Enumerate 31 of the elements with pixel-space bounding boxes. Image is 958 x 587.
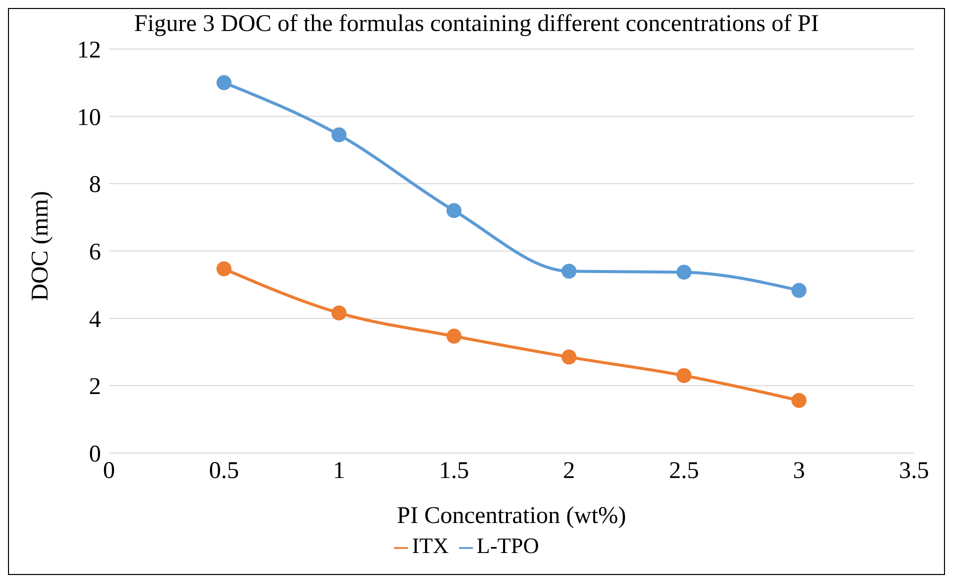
y-tick-label: 12 bbox=[77, 38, 101, 64]
point bbox=[446, 203, 462, 218]
point bbox=[446, 328, 462, 344]
y-tick-label: 8 bbox=[89, 172, 101, 198]
point bbox=[792, 282, 806, 298]
y-tick-label: 10 bbox=[77, 104, 101, 131]
legend-label: ITX bbox=[412, 533, 449, 558]
point bbox=[676, 368, 692, 384]
point bbox=[676, 264, 692, 280]
point bbox=[216, 261, 232, 276]
y-axis-title: DOC (mm) bbox=[28, 191, 54, 301]
x-tick-label: 2.5 bbox=[669, 458, 699, 484]
x-tick-label: 1.5 bbox=[439, 458, 469, 484]
x-tick-label: 3 bbox=[793, 458, 805, 484]
point bbox=[332, 127, 346, 142]
x-tick-label: 0.5 bbox=[209, 458, 239, 484]
point bbox=[792, 392, 806, 408]
point bbox=[216, 75, 232, 90]
point bbox=[332, 305, 346, 320]
y-tick-label: 2 bbox=[89, 374, 101, 400]
y-tick-label: 6 bbox=[89, 240, 101, 266]
x-tick-label: 3.5 bbox=[899, 458, 929, 484]
x-axis-title: PI Concentration (wt%) bbox=[396, 503, 626, 529]
y-tick-label: 0 bbox=[89, 442, 101, 468]
legend-label: L-TPO bbox=[476, 533, 539, 558]
x-tick-label: 1 bbox=[333, 458, 345, 484]
y-tick-label: 4 bbox=[89, 306, 101, 333]
chart-title: Figure 3 DOC of the formulas containing different concentrations of PI bbox=[133, 10, 820, 39]
point bbox=[562, 350, 576, 365]
x-tick-label: 2 bbox=[563, 458, 575, 484]
point bbox=[562, 264, 576, 279]
